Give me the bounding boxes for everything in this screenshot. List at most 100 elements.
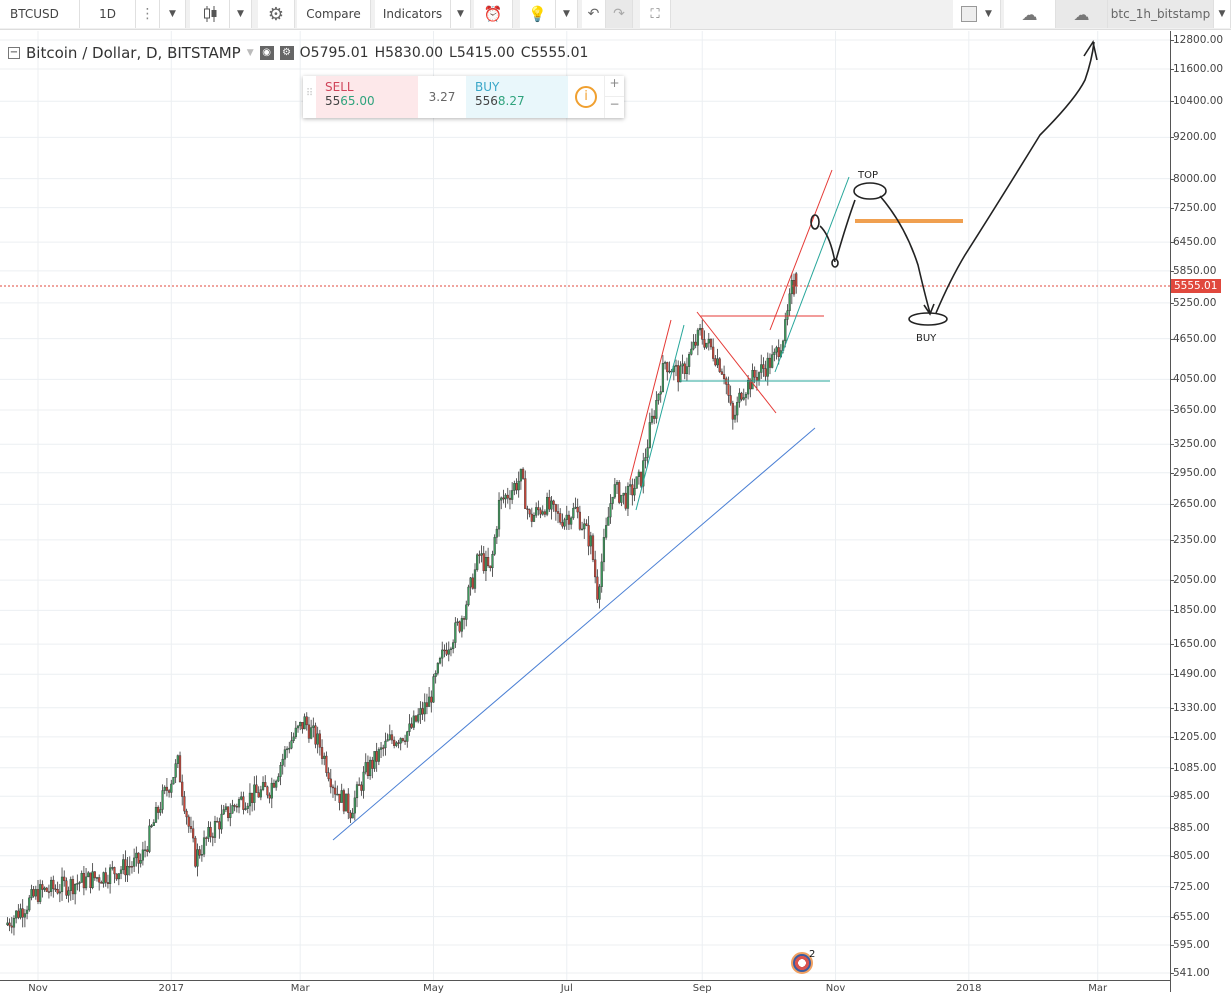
candle-down: [670, 370, 673, 373]
candle-down: [487, 556, 490, 567]
candle-up: [423, 702, 426, 715]
candle-up: [310, 727, 313, 739]
candle-down: [559, 513, 562, 523]
candle-down: [209, 827, 212, 837]
candle-up: [655, 400, 658, 419]
candle-up: [452, 642, 455, 650]
cloud-upload-icon[interactable]: ☁: [1056, 0, 1108, 28]
candle-down: [714, 358, 717, 366]
candles-icon[interactable]: [190, 0, 230, 28]
bulb-dropdown[interactable]: ▼: [556, 0, 578, 28]
interval-dropdown[interactable]: ▼: [160, 0, 186, 28]
chevron-down-icon: ▼: [985, 9, 992, 19]
candle-up: [607, 516, 610, 526]
fullscreen-icon[interactable]: ⛶: [640, 0, 671, 28]
eye-icon[interactable]: ◉: [259, 46, 274, 60]
sell-button[interactable]: SELL 5565.00: [316, 76, 418, 118]
chart-type-dropdown[interactable]: ▼: [230, 0, 252, 28]
drag-handle-icon[interactable]: ⠿: [305, 88, 314, 99]
price-axis[interactable]: 12800.00 11600.00 10400.00 9200.00 8000.00 72…: [1169, 31, 1231, 992]
symbol-search[interactable]: BTCUSD: [0, 0, 80, 28]
candle-up: [642, 460, 645, 487]
price-tick-label: 2950.00: [1169, 466, 1217, 479]
candle-down: [712, 346, 715, 359]
candle-down: [445, 649, 448, 655]
candle-up: [644, 457, 647, 461]
candle-up: [246, 805, 249, 809]
price-tick-label: 1650.00: [1169, 638, 1217, 651]
candle-up: [513, 483, 516, 491]
candle-up: [109, 867, 112, 884]
candle-up: [170, 783, 173, 793]
settings-icon[interactable]: ⚙: [279, 46, 294, 60]
candle-down: [478, 554, 481, 556]
candle-down: [36, 889, 40, 902]
indicators-dropdown[interactable]: ▼: [451, 0, 471, 28]
info-icon[interactable]: i: [568, 76, 604, 118]
indicators-button[interactable]: Indicators: [375, 0, 451, 28]
candle-up: [80, 873, 83, 883]
candle-down: [462, 618, 466, 620]
candle-up: [281, 758, 284, 766]
candle-down: [349, 812, 352, 819]
price-tick-label: 8000.00: [1169, 172, 1217, 185]
cloud-download-icon[interactable]: ☁: [1004, 0, 1056, 28]
legend-close: C5555.01: [520, 45, 589, 61]
bulb-icon[interactable]: 💡: [520, 0, 556, 28]
chart-pane[interactable]: [0, 31, 1170, 980]
candle-down: [211, 836, 214, 838]
alarm-icon[interactable]: ⏰: [474, 0, 513, 28]
price-tick-label: 541.00: [1170, 967, 1210, 979]
candle-up: [438, 657, 442, 664]
economic-event-badge[interactable]: 2: [791, 949, 815, 974]
candle-up: [253, 784, 256, 803]
candle-up: [395, 742, 398, 746]
compare-button[interactable]: Compare: [297, 0, 371, 28]
candle-up: [633, 488, 636, 496]
candle-up: [379, 747, 383, 750]
candle-up: [613, 484, 616, 498]
candle-down: [587, 525, 590, 547]
price-tick-label: 1490.00: [1169, 668, 1217, 681]
plus-button[interactable]: +: [605, 76, 624, 97]
more-icon[interactable]: ⋮: [136, 0, 160, 28]
minus-button[interactable]: −: [609, 97, 620, 111]
buy-button[interactable]: BUY 5568.27: [466, 76, 568, 118]
candle-down: [146, 849, 149, 852]
candle-down: [8, 922, 11, 927]
layout-name-button[interactable]: btc_1h_bitstamp: [1108, 0, 1214, 28]
date-tick-label: Mar: [290, 983, 310, 994]
redo-icon[interactable]: ↷: [606, 0, 633, 28]
square-icon: [961, 6, 978, 22]
candle-up: [781, 340, 785, 351]
candle-down: [371, 759, 374, 769]
interval-button[interactable]: 1D: [80, 0, 136, 28]
candle-up: [133, 857, 136, 867]
collapse-icon[interactable]: −: [8, 47, 20, 59]
candle-down: [421, 708, 424, 715]
drawing-color-button[interactable]: ▼: [953, 0, 1001, 28]
candle-down: [334, 787, 337, 795]
candle-up: [681, 363, 684, 367]
candle-up: [285, 748, 289, 751]
candle-up: [419, 708, 422, 716]
gear-icon[interactable]: ⚙: [258, 0, 295, 28]
candle-up: [738, 392, 741, 403]
candle-up: [602, 537, 606, 563]
price-tick-label: 985.00: [1170, 790, 1210, 803]
date-tick-label: Sep: [692, 983, 712, 994]
candle-down: [403, 740, 407, 742]
candle-up: [773, 351, 776, 355]
undo-icon[interactable]: ↶: [582, 0, 606, 28]
candle-up: [172, 777, 175, 785]
candle-up: [685, 366, 689, 375]
price-chart[interactable]: [0, 31, 1170, 980]
layout-dropdown[interactable]: ▼: [1214, 0, 1231, 28]
date-tick-label: May: [423, 983, 444, 994]
candle-down: [624, 492, 627, 509]
candle-down: [63, 876, 66, 882]
date-axis[interactable]: Nov 2017 Mar May Jul Sep Nov 2018 Mar: [0, 980, 1170, 994]
candle-up: [161, 790, 164, 810]
chevron-down-icon[interactable]: ▼: [246, 48, 254, 58]
candle-down: [320, 747, 324, 759]
